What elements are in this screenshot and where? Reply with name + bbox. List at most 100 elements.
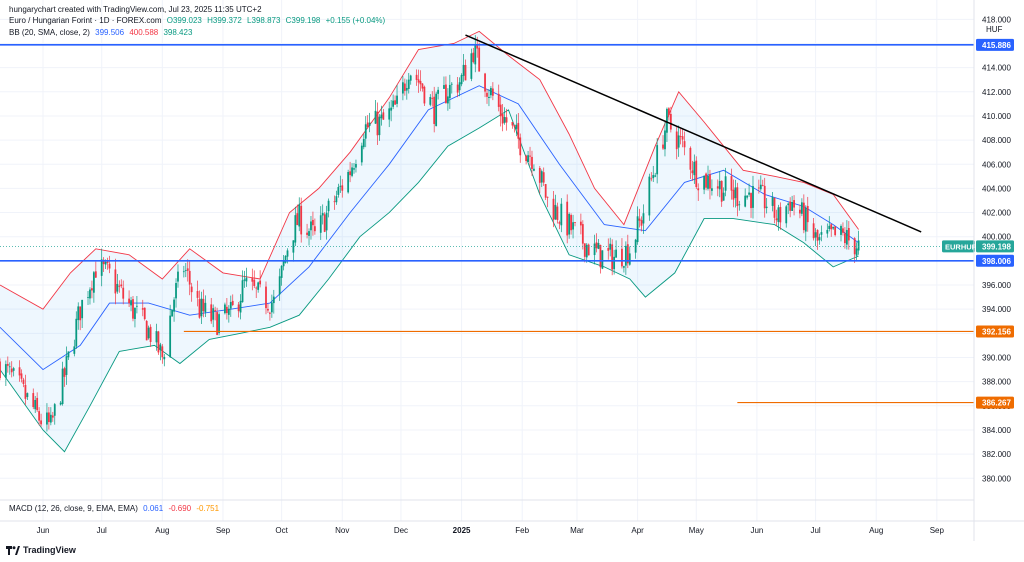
symbol-title[interactable]: Euro / Hungarian Forint · 1D · FOREX.com — [9, 16, 162, 25]
candle[interactable] — [437, 86, 440, 100]
candle[interactable] — [147, 325, 150, 340]
candle[interactable] — [621, 238, 623, 269]
price-axis[interactable]: 380.000382.000384.000386.000388.000390.0… — [942, 15, 1014, 483]
candle[interactable] — [568, 212, 571, 239]
candle[interactable] — [593, 234, 596, 265]
candle[interactable] — [380, 105, 383, 126]
candle[interactable] — [282, 255, 285, 271]
candle[interactable] — [450, 82, 453, 94]
candle[interactable] — [362, 134, 365, 150]
candle[interactable] — [456, 77, 459, 98]
candle[interactable] — [470, 48, 473, 82]
candle[interactable] — [339, 175, 342, 193]
candle[interactable] — [623, 265, 625, 273]
candle[interactable] — [20, 369, 23, 383]
candle[interactable] — [272, 289, 275, 314]
candle[interactable] — [6, 356, 9, 373]
candle[interactable] — [705, 172, 707, 191]
candle[interactable] — [308, 228, 310, 246]
candle[interactable] — [53, 402, 56, 425]
candle[interactable] — [294, 206, 297, 246]
candle[interactable] — [759, 175, 762, 191]
candle[interactable] — [270, 294, 273, 318]
candle[interactable] — [677, 125, 680, 157]
candle[interactable] — [0, 358, 1, 381]
candle[interactable] — [333, 195, 336, 210]
candle[interactable] — [429, 94, 432, 107]
candle[interactable] — [679, 128, 682, 145]
candle[interactable] — [225, 298, 228, 320]
candle[interactable] — [190, 282, 193, 302]
candle[interactable] — [376, 102, 379, 146]
candle[interactable] — [310, 216, 312, 240]
candle[interactable] — [818, 233, 821, 245]
candle[interactable] — [765, 197, 768, 214]
candle[interactable] — [32, 388, 35, 410]
candle[interactable] — [229, 295, 232, 317]
candle[interactable] — [231, 294, 234, 307]
candle[interactable] — [802, 194, 805, 234]
bb-label[interactable]: BB (20, SMA, close, 2) — [9, 28, 90, 37]
candle[interactable] — [804, 205, 807, 242]
candle[interactable] — [572, 214, 574, 239]
candle[interactable] — [730, 168, 733, 200]
candle[interactable] — [446, 88, 449, 111]
candle[interactable] — [259, 270, 262, 288]
candle[interactable] — [462, 54, 465, 82]
candle[interactable] — [734, 179, 737, 208]
candle[interactable] — [407, 72, 410, 94]
candle[interactable] — [830, 223, 833, 237]
candle[interactable] — [296, 204, 299, 226]
candle[interactable] — [484, 72, 486, 98]
candle[interactable] — [695, 156, 698, 190]
candle[interactable] — [59, 401, 62, 406]
candle[interactable] — [353, 163, 355, 174]
candle[interactable] — [51, 411, 54, 422]
candle[interactable] — [814, 228, 817, 247]
candle[interactable] — [116, 273, 119, 294]
candle[interactable] — [517, 112, 520, 149]
candle[interactable] — [667, 107, 670, 121]
candle[interactable] — [834, 226, 837, 237]
candle[interactable] — [511, 121, 514, 129]
candle[interactable] — [49, 407, 52, 426]
candle[interactable] — [118, 280, 121, 293]
candle[interactable] — [278, 268, 281, 301]
candle[interactable] — [656, 137, 659, 184]
candle[interactable] — [200, 291, 203, 324]
candle[interactable] — [609, 237, 612, 257]
ticker-tag[interactable]: EURHUF — [942, 240, 977, 253]
candle[interactable] — [253, 270, 256, 289]
candle[interactable] — [448, 74, 451, 109]
candle[interactable] — [746, 195, 749, 200]
candle[interactable] — [529, 146, 531, 166]
candle[interactable] — [134, 307, 136, 328]
candle[interactable] — [662, 135, 664, 151]
candle[interactable] — [711, 179, 713, 196]
candle[interactable] — [298, 197, 301, 232]
candle[interactable] — [785, 205, 788, 228]
candle[interactable] — [38, 407, 41, 426]
candle[interactable] — [601, 250, 604, 270]
candle[interactable] — [378, 114, 381, 141]
candle[interactable] — [491, 82, 494, 101]
candle[interactable] — [196, 280, 199, 307]
candle[interactable] — [87, 290, 89, 306]
candle[interactable] — [401, 76, 404, 101]
candle[interactable] — [748, 183, 750, 197]
level-tag-398.006[interactable]: 398.006 — [976, 254, 1014, 267]
candle[interactable] — [615, 240, 617, 258]
candle[interactable] — [394, 95, 396, 105]
macd-legend[interactable]: MACD (12, 26, close, 9, EMA, EMA) 0.061 … — [9, 503, 222, 514]
candle[interactable] — [669, 106, 672, 133]
candle[interactable] — [752, 175, 754, 219]
candle[interactable] — [184, 263, 187, 278]
candle[interactable] — [366, 115, 369, 129]
candle[interactable] — [355, 159, 357, 173]
candle[interactable] — [120, 279, 123, 289]
candle[interactable] — [505, 108, 508, 131]
tradingview-footer[interactable]: TradingView — [6, 545, 76, 555]
candle[interactable] — [239, 294, 242, 320]
candle[interactable] — [544, 183, 547, 201]
candle[interactable] — [445, 76, 447, 104]
